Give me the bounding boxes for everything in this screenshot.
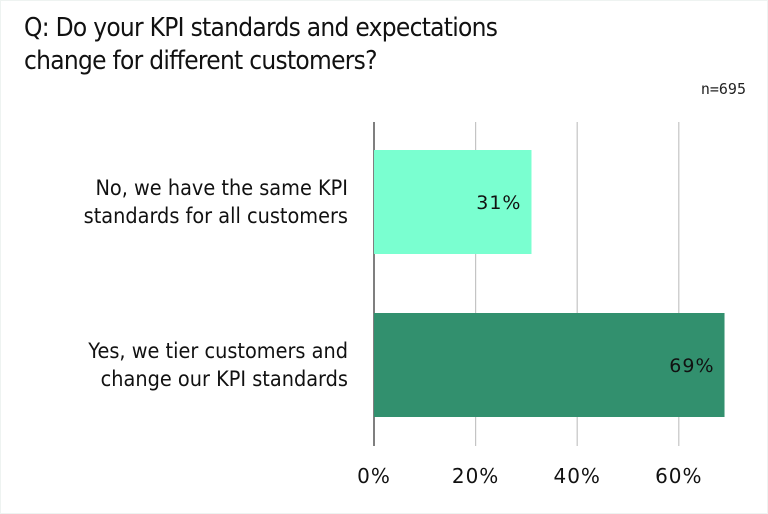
- x-tick-label: 0%: [357, 464, 391, 488]
- data-label-0: 31%: [476, 192, 521, 214]
- category-label-0: No, we have the same KPI standards for a…: [83, 176, 348, 228]
- data-label-1: 69%: [669, 355, 714, 377]
- x-tick-label: 20%: [452, 464, 499, 488]
- x-tick-label: 60%: [655, 464, 702, 488]
- chart-title: Q: Do your KPI standards and expectation…: [24, 13, 498, 76]
- sample-size: n=695: [700, 80, 746, 98]
- category-label-1: Yes, we tier customers and change our KP…: [88, 339, 348, 391]
- bar-1: [374, 313, 725, 417]
- x-tick-label: 40%: [553, 464, 600, 488]
- bar-0: [374, 150, 532, 254]
